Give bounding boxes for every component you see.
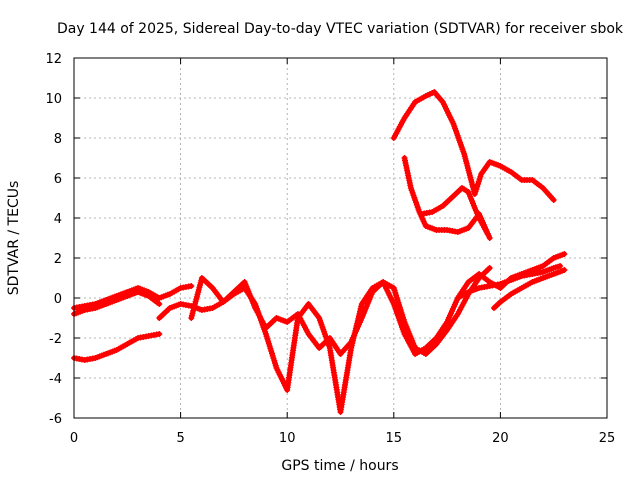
data-series-group bbox=[71, 89, 568, 415]
series-markers bbox=[390, 89, 557, 203]
y-tick-label: 6 bbox=[54, 172, 62, 187]
x-axis-label: GPS time / hours bbox=[281, 458, 398, 474]
series-track-e bbox=[188, 251, 568, 415]
axis-ticks: 0 5 10 15 20 25 -6 -4 -2 0 2 4 6 8 10 12 bbox=[45, 52, 615, 446]
y-tick-label: 0 bbox=[54, 292, 62, 307]
series-markers bbox=[188, 251, 568, 415]
x-tick-label: 20 bbox=[492, 431, 509, 446]
series-track-g bbox=[491, 267, 568, 311]
x-tick-label: 25 bbox=[599, 431, 616, 446]
series-track-c bbox=[71, 331, 163, 363]
y-tick-label: -2 bbox=[49, 332, 62, 347]
y-tick-label: -6 bbox=[49, 412, 62, 427]
series-markers bbox=[491, 267, 568, 311]
chart-title: Day 144 of 2025, Sidereal Day-to-day VTE… bbox=[57, 21, 624, 37]
series-line bbox=[391, 89, 557, 203]
series-markers bbox=[156, 265, 493, 357]
y-axis-label: SDTVAR / TECUs bbox=[6, 181, 22, 296]
x-tick-label: 15 bbox=[386, 431, 403, 446]
series-track-j bbox=[418, 185, 491, 237]
y-tick-label: 12 bbox=[45, 52, 62, 67]
y-tick-label: 2 bbox=[54, 252, 62, 267]
y-tick-label: -4 bbox=[49, 372, 62, 387]
series-markers bbox=[454, 263, 564, 301]
series-track-f bbox=[454, 263, 564, 301]
plot-frame bbox=[73, 57, 608, 419]
series-markers bbox=[418, 185, 491, 237]
y-tick-label: 10 bbox=[45, 92, 62, 107]
series-markers bbox=[71, 331, 163, 363]
grid-lines bbox=[74, 58, 607, 418]
x-tick-label: 5 bbox=[176, 431, 184, 446]
series-markers bbox=[401, 155, 493, 241]
x-tick-label: 10 bbox=[279, 431, 296, 446]
y-tick-label: 8 bbox=[54, 132, 62, 147]
x-tick-label: 0 bbox=[70, 431, 78, 446]
series-track-d bbox=[156, 265, 493, 357]
series-track-i bbox=[401, 155, 493, 241]
y-tick-label: 4 bbox=[54, 212, 62, 227]
series-track-h bbox=[390, 89, 557, 203]
